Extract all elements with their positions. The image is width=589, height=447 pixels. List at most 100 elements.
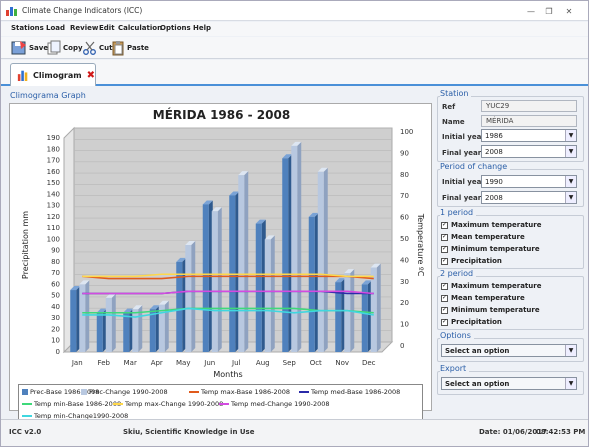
paste-button[interactable]: Paste bbox=[112, 39, 149, 57]
tab-strip: Climogram ✖ bbox=[1, 60, 588, 86]
legend-swatch bbox=[81, 389, 87, 395]
p2-max-temp-checkbox[interactable]: ✓ Maximum temperature bbox=[441, 282, 541, 290]
options-title: Options bbox=[440, 331, 474, 340]
bar-prec-base-top bbox=[282, 154, 293, 159]
chart-legend: Prec-Base 1986-2008 Prec-Change 1990-2008… bbox=[18, 384, 423, 422]
app-logo-icon bbox=[6, 7, 17, 16]
legend-label: Temp med-Change 1990-2008 bbox=[231, 400, 330, 408]
options-select[interactable]: Select an option ▼ bbox=[441, 344, 577, 357]
y2-tick-label: 100 bbox=[400, 128, 413, 136]
check-icon: ✓ bbox=[441, 245, 448, 253]
bar-prec-change bbox=[132, 309, 139, 352]
time-text: 08:42:53 PM bbox=[536, 428, 586, 436]
bar-prec-base-top bbox=[308, 212, 319, 217]
p2-precip-checkbox[interactable]: ✓ Precipitation bbox=[441, 318, 502, 326]
restore-button[interactable]: ❐ bbox=[545, 6, 553, 16]
y-tick-label: 20 bbox=[51, 325, 60, 333]
bar-prec-change-top bbox=[132, 305, 143, 310]
x-tick-label: Oct bbox=[310, 359, 322, 367]
title-bar: Climate Change Indicators (ICC) — ❐ ✕ bbox=[1, 1, 588, 21]
line-series-5 bbox=[82, 307, 374, 318]
y-tick-label: 140 bbox=[47, 190, 60, 198]
change-initial-select[interactable]: 1990 ▼ bbox=[481, 175, 577, 188]
check-icon: ✓ bbox=[441, 221, 448, 229]
bar-prec-change-side bbox=[217, 207, 222, 352]
company-text: Skiu, Scientific Knowledge in Use bbox=[123, 428, 255, 436]
climogram-icon bbox=[17, 70, 28, 82]
p1-min-temp-checkbox[interactable]: ✓ Minimum temperature bbox=[441, 245, 540, 253]
paste-icon bbox=[112, 41, 124, 56]
line-series-4 bbox=[82, 290, 374, 295]
bar-prec-change-side bbox=[191, 241, 196, 352]
check-icon: ✓ bbox=[441, 294, 448, 302]
chevron-down-icon: ▼ bbox=[565, 192, 576, 203]
bar-prec-change-top bbox=[105, 293, 116, 298]
y-tick-label: 170 bbox=[47, 157, 60, 165]
save-button[interactable]: Save bbox=[11, 39, 48, 57]
y-tick-label: 40 bbox=[51, 303, 60, 311]
p1-precip-checkbox[interactable]: ✓ Precipitation bbox=[441, 257, 502, 265]
y2-tick-label: 30 bbox=[400, 278, 409, 286]
version-text: ICC v2.0 bbox=[9, 428, 42, 436]
p1-max-temp-checkbox[interactable]: ✓ Maximum temperature bbox=[441, 221, 541, 229]
tab-climogram[interactable]: Climogram ✖ bbox=[10, 63, 96, 86]
x-tick-label: Feb bbox=[98, 359, 111, 367]
x-tick-label: Apr bbox=[151, 359, 163, 367]
menu-edit[interactable]: Edit bbox=[99, 24, 115, 32]
p1-mean-temp-checkbox[interactable]: ✓ Mean temperature bbox=[441, 233, 525, 241]
y-tick-label: 90 bbox=[51, 247, 60, 255]
y-tick-label: 30 bbox=[51, 314, 60, 322]
legend-swatch bbox=[22, 389, 28, 395]
climogram-graph-panel: Climograma Graph MÉRIDA 1986 - 2008 0 10 2… bbox=[7, 91, 434, 422]
copy-button[interactable]: Copy bbox=[47, 39, 83, 57]
y2-tick-label: 80 bbox=[400, 171, 409, 179]
bar-prec-base bbox=[361, 284, 368, 352]
minimize-button[interactable]: — bbox=[527, 6, 535, 16]
cut-button[interactable]: Cut bbox=[83, 39, 112, 57]
bar-prec-change-side bbox=[297, 141, 302, 352]
bar-prec-change-top bbox=[344, 269, 355, 274]
bar-prec-change-side bbox=[85, 280, 90, 352]
period-change-title: Period of change bbox=[440, 162, 511, 171]
bar-prec-base bbox=[123, 312, 130, 352]
p1-min-temp-label: Minimum temperature bbox=[451, 245, 540, 253]
menu-calculation[interactable]: Calculation bbox=[118, 24, 163, 32]
y-tick-label: 80 bbox=[51, 258, 60, 266]
initial-year-select[interactable]: 1986 ▼ bbox=[481, 129, 577, 142]
legend-swatch bbox=[219, 403, 229, 405]
bar-prec-base bbox=[202, 204, 209, 352]
menu-help[interactable]: Help bbox=[193, 24, 212, 32]
legend-swatch bbox=[299, 391, 309, 393]
line-series-3 bbox=[82, 273, 374, 278]
export-select[interactable]: Select an option ▼ bbox=[441, 377, 577, 390]
menu-stations[interactable]: Stations bbox=[11, 24, 44, 32]
status-bar: ICC v2.0 Skiu, Scientific Knowledge in U… bbox=[1, 419, 588, 446]
y2-tick-label: 0 bbox=[400, 342, 404, 350]
p2-min-temp-checkbox[interactable]: ✓ Minimum temperature bbox=[441, 306, 540, 314]
legend-item: Prec-Change 1990-2008 bbox=[81, 388, 168, 396]
menu-review[interactable]: Review bbox=[70, 24, 99, 32]
bar-prec-base bbox=[308, 216, 315, 352]
legend-item: Temp min-Change1990-2008 bbox=[22, 412, 128, 420]
bar-prec-change-side bbox=[376, 263, 381, 352]
change-final-select[interactable]: 2008 ▼ bbox=[481, 191, 577, 204]
legend-item: Temp med-Base 1986-2008 bbox=[299, 388, 400, 396]
change-initial-label: Initial year bbox=[442, 178, 485, 186]
bar-prec-base-top bbox=[229, 191, 240, 196]
final-year-select[interactable]: 2008 ▼ bbox=[481, 145, 577, 158]
chevron-down-icon: ▼ bbox=[565, 345, 576, 356]
x-tick-label: Aug bbox=[256, 359, 270, 367]
p2-mean-temp-checkbox[interactable]: ✓ Mean temperature bbox=[441, 294, 525, 302]
y-tick-label: 130 bbox=[47, 202, 60, 210]
chart-area: MÉRIDA 1986 - 2008 0 10 20 30 40 50 60 70 80 90 10… bbox=[9, 103, 432, 422]
menu-options[interactable]: Options bbox=[160, 24, 191, 32]
export-title: Export bbox=[440, 364, 470, 373]
menu-load[interactable]: Load bbox=[46, 24, 66, 32]
main-content: Climograma Graph MÉRIDA 1986 - 2008 0 10 2… bbox=[7, 89, 584, 422]
p1-precip-label: Precipitation bbox=[451, 257, 502, 265]
y2-tick-label: 50 bbox=[400, 235, 409, 243]
close-tab-icon[interactable]: ✖ bbox=[86, 69, 95, 81]
y2-tick-label: 90 bbox=[400, 149, 409, 157]
close-window-button[interactable]: ✕ bbox=[565, 6, 573, 16]
initial-year-value: 1986 bbox=[485, 132, 503, 140]
